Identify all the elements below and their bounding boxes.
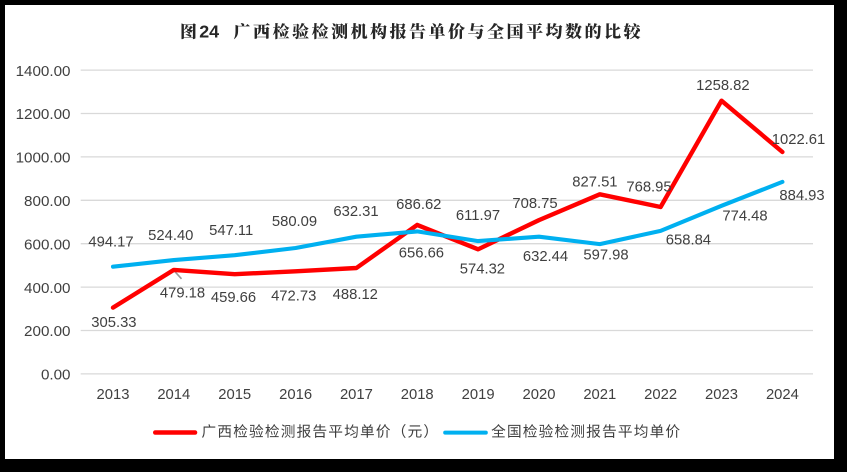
svg-text:2021: 2021 xyxy=(583,387,616,403)
svg-text:1400.00: 1400.00 xyxy=(16,63,71,80)
svg-text:2019: 2019 xyxy=(462,387,495,403)
svg-text:459.66: 459.66 xyxy=(211,290,256,306)
svg-text:1022.61: 1022.61 xyxy=(772,132,826,148)
svg-text:2014: 2014 xyxy=(157,387,190,403)
svg-text:2015: 2015 xyxy=(218,387,251,403)
svg-text:884.93: 884.93 xyxy=(779,188,824,204)
svg-text:658.84: 658.84 xyxy=(666,233,711,249)
svg-text:2013: 2013 xyxy=(97,387,130,403)
svg-text:656.66: 656.66 xyxy=(399,246,444,262)
svg-text:494.17: 494.17 xyxy=(88,234,133,250)
svg-text:24: 24 xyxy=(199,22,219,42)
svg-text:597.98: 597.98 xyxy=(583,248,628,264)
svg-text:827.51: 827.51 xyxy=(572,175,617,191)
svg-text:1200.00: 1200.00 xyxy=(16,106,71,123)
svg-text:686.62: 686.62 xyxy=(396,197,441,213)
svg-text:708.75: 708.75 xyxy=(512,196,557,212)
svg-text:400.00: 400.00 xyxy=(24,280,70,297)
svg-text:2024: 2024 xyxy=(766,387,799,403)
svg-text:580.09: 580.09 xyxy=(272,214,317,230)
svg-text:611.97: 611.97 xyxy=(456,208,500,224)
svg-text:600.00: 600.00 xyxy=(24,236,70,253)
svg-text:774.48: 774.48 xyxy=(722,209,767,225)
svg-text:488.12: 488.12 xyxy=(333,287,378,303)
svg-text:1000.00: 1000.00 xyxy=(16,150,71,167)
svg-text:800.00: 800.00 xyxy=(24,193,70,210)
svg-text:305.33: 305.33 xyxy=(91,315,136,331)
svg-text:479.18: 479.18 xyxy=(160,286,205,302)
svg-text:574.32: 574.32 xyxy=(460,262,505,278)
svg-text:524.40: 524.40 xyxy=(148,228,193,244)
svg-text:632.44: 632.44 xyxy=(523,249,568,265)
svg-text:2017: 2017 xyxy=(340,387,373,403)
svg-text:1258.82: 1258.82 xyxy=(696,78,750,94)
svg-text:2022: 2022 xyxy=(644,387,677,403)
svg-text:768.95: 768.95 xyxy=(626,180,671,196)
svg-text:200.00: 200.00 xyxy=(24,323,70,340)
svg-text:2016: 2016 xyxy=(279,387,312,403)
svg-text:2020: 2020 xyxy=(523,387,556,403)
svg-text:472.73: 472.73 xyxy=(271,288,316,304)
svg-text:2023: 2023 xyxy=(705,387,738,403)
svg-text:2018: 2018 xyxy=(401,387,434,403)
svg-text:632.31: 632.31 xyxy=(333,204,378,220)
svg-text:0.00: 0.00 xyxy=(41,367,71,384)
svg-text:547.11: 547.11 xyxy=(209,223,253,239)
